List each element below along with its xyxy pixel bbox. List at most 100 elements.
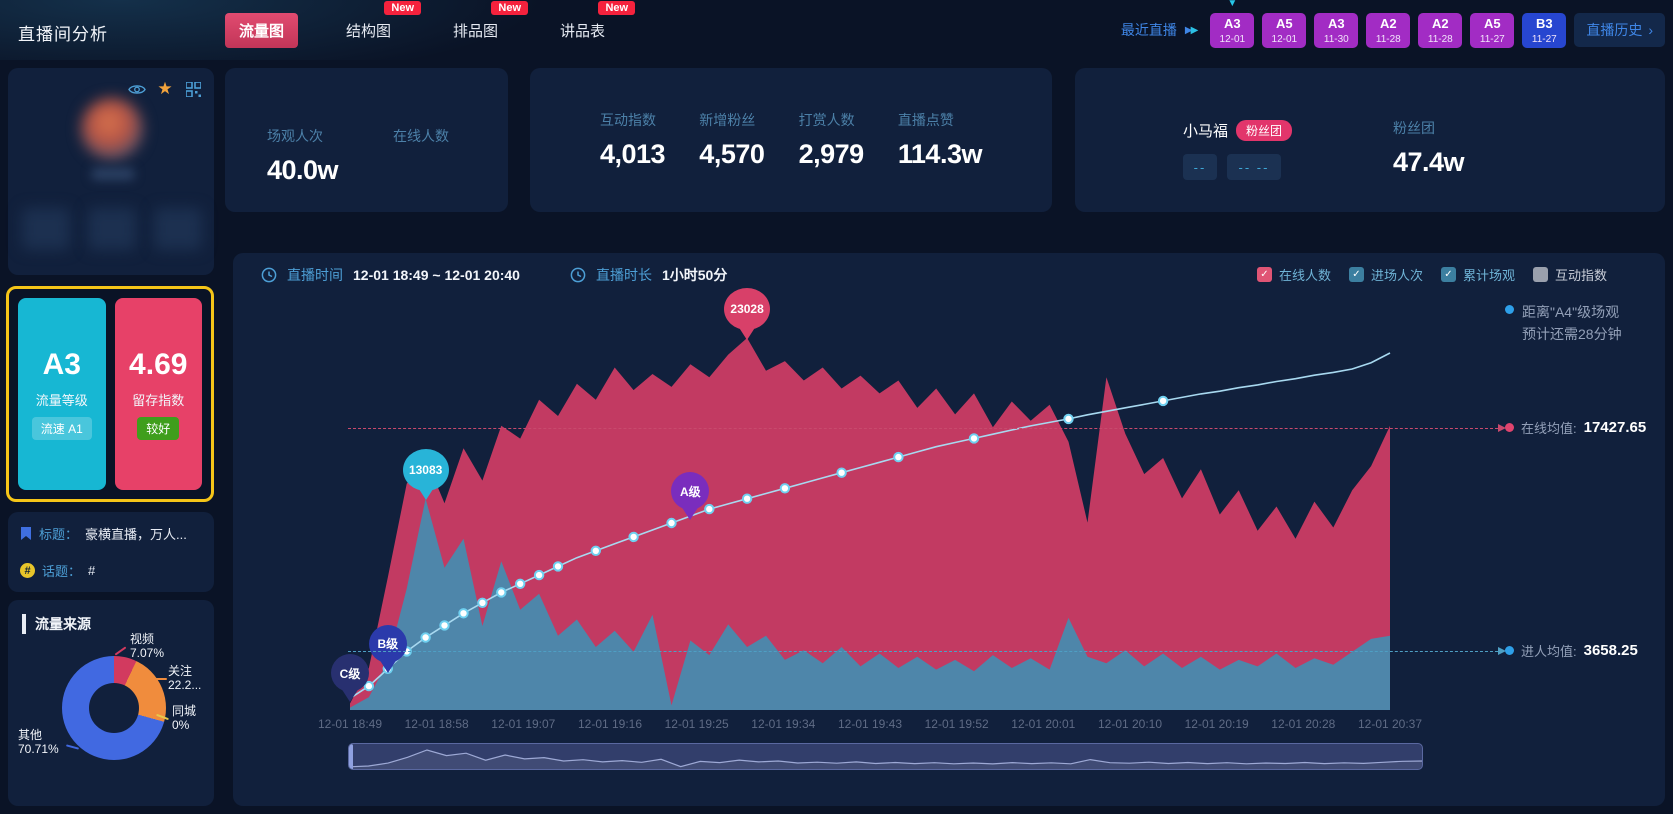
session-date: 11-30 (1314, 32, 1359, 48)
metric: 新增粉丝 4,570 (699, 110, 765, 170)
metric-label: 打赏人数 (798, 112, 855, 128)
session-grade: A2 (1418, 12, 1463, 33)
metric-value: 4,570 (699, 139, 765, 169)
slice-name: 同城 (172, 704, 197, 718)
streamer-nickname: 小马福 (1183, 123, 1229, 140)
chart-header: 直播时间 12-01 18:49 ~ 12-01 20:40 直播时长 1小时5… (261, 265, 767, 285)
topic-value: # (88, 563, 96, 578)
entering-average-line (348, 646, 1506, 655)
clock-icon (261, 267, 277, 283)
traffic-level-label: 流量等级 (35, 393, 88, 408)
x-axis: 12-01 18:49 12-01 18:58 12-01 19:07 12-01 1… (233, 717, 1665, 735)
fan-club-value: 47.4w (1393, 147, 1465, 177)
legend-label: 累计场观 (1462, 268, 1515, 283)
session-badge[interactable]: A2 11-28 (1418, 12, 1463, 48)
session-badge[interactable]: A5 11-27 (1470, 12, 1515, 48)
tab-流量图[interactable]: 流量图 (225, 12, 299, 48)
metric-value: 2,979 (798, 139, 865, 169)
new-badge: New (491, 0, 529, 15)
qr-code-icon[interactable] (184, 80, 202, 98)
legend-item-进场人次[interactable]: ✓ 进场人次 (1348, 265, 1423, 284)
slice-label-视频: 视频 7.07% (130, 632, 164, 660)
profile-actions: ★ (128, 79, 202, 98)
legend-item-在线人数[interactable]: ✓ 在线人数 (1256, 265, 1331, 284)
traffic-source-title: 流量来源 (22, 614, 91, 634)
brush-sparkline (349, 749, 1422, 769)
recent-arrows-icon[interactable]: ▶▶ (1184, 24, 1198, 36)
legend-checkbox[interactable]: ✓ (1348, 267, 1364, 282)
history-label: 直播历史 (1586, 22, 1643, 38)
session-grade: A5 (1470, 12, 1515, 33)
fan-club-label: 粉丝团 (1393, 120, 1435, 136)
legend-checkbox[interactable]: ✓ (1256, 267, 1272, 282)
x-axis-tick: 12-01 18:49 (317, 717, 383, 731)
star-icon[interactable]: ★ (157, 79, 173, 98)
x-axis-tick: 12-01 20:19 (1184, 717, 1249, 731)
session-grade: A5 (1262, 12, 1307, 33)
history-button[interactable]: 直播历史 › (1574, 13, 1665, 47)
slice-name: 视频 (130, 632, 155, 646)
slice-pct: 7.07% (130, 646, 165, 660)
new-badge: New (598, 0, 636, 15)
grade-distance-annotation: 距离"A4"级场观 预计还需28分钟 (1505, 301, 1622, 345)
online-avg-value: 17427.65 (1583, 419, 1647, 437)
legend-checkbox[interactable]: ✓ (1440, 267, 1456, 282)
recent-sessions-bar: 最近直播 ▶▶ A312-01A512-01A311-30A211-28A211… (1121, 0, 1665, 60)
online-avg-label: 在线均值: (1521, 421, 1577, 437)
session-badge[interactable]: A2 11-28 (1366, 12, 1411, 48)
time-range-brush[interactable] (348, 743, 1423, 770)
tab-排品图[interactable]: 排品图 New (439, 0, 529, 48)
tabs: 流量图 结构图 New 排品图 New 讲品表 New (225, 0, 636, 60)
brush-handle[interactable] (349, 744, 353, 769)
eye-icon[interactable] (128, 80, 146, 98)
enter-avg-label: 进人均值: (1521, 643, 1577, 659)
legend-checkbox[interactable] (1532, 267, 1548, 282)
session-badge[interactable]: A5 12-01 (1262, 12, 1307, 48)
metric: 打赏人数 2,979 (798, 110, 865, 170)
bookmark-icon (21, 526, 31, 540)
legend-item-互动指数[interactable]: 互动指数 (1532, 265, 1607, 284)
fan-club-card: 小马福 粉丝团 -- -- -- 粉丝团 47.4w (1075, 68, 1665, 212)
session-date: 11-28 (1366, 32, 1411, 48)
topic-icon: # (20, 563, 35, 578)
page-title: 直播间分析 (18, 25, 108, 44)
live-time-label: 直播时间 (287, 267, 343, 283)
room-info-card: 标题： 豪横直播，万人... # 话题： # (8, 512, 214, 592)
view-count-value: 40.0w (267, 155, 339, 185)
session-badge[interactable]: A3 11-30 (1314, 12, 1359, 48)
session-date: 11-28 (1418, 32, 1463, 48)
session-date: 11-27 (1470, 32, 1515, 48)
traffic-level-value: A3 (42, 348, 81, 381)
retention-value: 4.69 (129, 348, 188, 381)
slice-pct: 22.2... (168, 678, 202, 692)
entering-average-annotation: 进人均值: 3658.25 (1505, 641, 1638, 660)
x-axis-tick: 12-01 19:52 (924, 717, 989, 731)
legend-item-累计场观[interactable]: ✓ 累计场观 (1440, 265, 1515, 284)
chart-legend: ✓ 在线人数 ✓ 进场人次 ✓ 累计场观 互动指数 (1256, 265, 1607, 284)
x-axis-tick: 12-01 19:25 (664, 717, 729, 731)
annotation-dot (1505, 305, 1514, 314)
slice-leader-line (154, 678, 167, 680)
session-badge[interactable]: B3 11-27 (1522, 12, 1567, 48)
slice-leader-line (114, 646, 127, 656)
grade-panel: A3 流量等级 流速 A1 4.69 留存指数 较好 (6, 286, 214, 502)
tab-讲品表[interactable]: 讲品表 New (546, 0, 636, 48)
topic-label: 话题： (42, 564, 82, 579)
slice-name: 其他 (18, 728, 43, 742)
chevron-right-icon: › (1648, 22, 1653, 38)
session-grade: A3 (1314, 12, 1359, 33)
distance-line2: 预计还需28分钟 (1522, 326, 1622, 342)
online-average-annotation: 在线均值: 17427.65 (1505, 418, 1646, 437)
profile-stat-blurred (22, 208, 70, 250)
engagement-stats-card: 互动指数 4,013 新增粉丝 4,570 打赏人数 2,979 直播点赞 114.3w (530, 68, 1052, 212)
x-axis-tick: 12-01 19:07 (491, 717, 556, 731)
tab-结构图[interactable]: 结构图 New (332, 0, 422, 48)
profile-stat-blurred (154, 208, 202, 250)
session-grade: B3 (1522, 12, 1567, 33)
x-axis-tick: 12-01 19:43 (837, 717, 903, 731)
session-grade: A3 (1210, 12, 1255, 33)
metric: 互动指数 4,013 (600, 110, 666, 170)
